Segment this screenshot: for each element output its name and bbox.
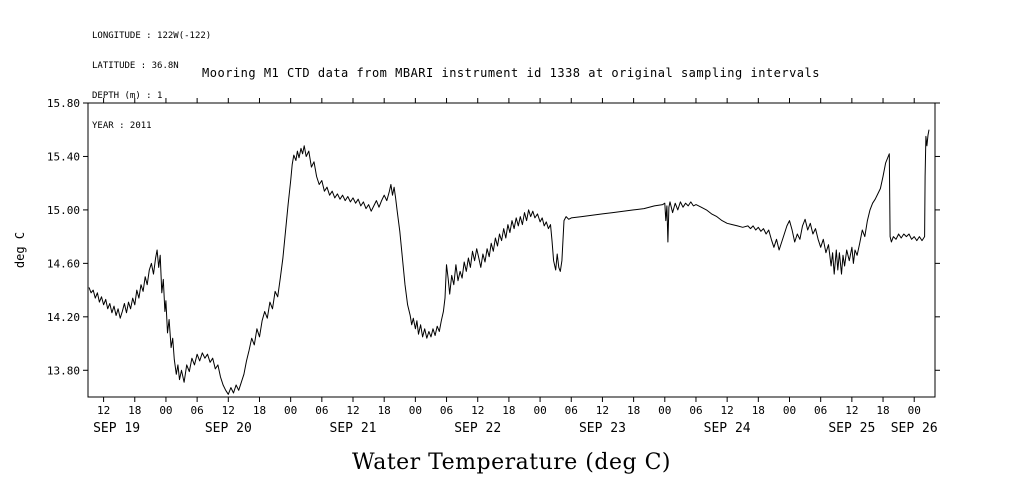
x-date-label: SEP 19 — [93, 421, 140, 436]
x-tick-label: 06 — [689, 404, 702, 417]
x-tick-label: 06 — [814, 404, 827, 417]
x-tick-label: 12 — [721, 404, 734, 417]
x-tick-label: 00 — [533, 404, 546, 417]
x-date-label: SEP 22 — [454, 421, 501, 436]
y-tick-label: 15.40 — [47, 150, 80, 163]
x-tick-label: 06 — [440, 404, 453, 417]
x-tick-label: 12 — [845, 404, 858, 417]
y-tick-label: 15.80 — [47, 97, 80, 110]
x-tick-label: 06 — [190, 404, 203, 417]
x-tick-label: 06 — [565, 404, 578, 417]
y-tick-label: 13.80 — [47, 364, 80, 377]
x-tick-label: 12 — [97, 404, 110, 417]
x-tick-label: 00 — [658, 404, 671, 417]
y-tick-label: 14.60 — [47, 257, 80, 270]
x-date-label: SEP 20 — [205, 421, 252, 436]
temperature-trace — [88, 129, 930, 395]
x-tick-label: 12 — [596, 404, 609, 417]
station-metadata: LONGITUDE : 122W(-122) LATITUDE : 36.8N … — [92, 11, 211, 151]
chart-title: Mooring M1 CTD data from MBARI instrumen… — [202, 66, 820, 80]
x-tick-label: 18 — [876, 404, 889, 417]
plot-box — [87, 102, 936, 398]
x-tick-label: 12 — [346, 404, 359, 417]
x-date-label: SEP 24 — [704, 421, 751, 436]
metadata-depth: DEPTH (m) : 1 — [92, 91, 163, 101]
x-date-label: SEP 25 — [828, 421, 875, 436]
x-date-label: SEP 26 — [891, 421, 938, 436]
x-tick-label: 00 — [409, 404, 422, 417]
metadata-year: YEAR : 2011 — [92, 121, 152, 131]
x-tick-label: 00 — [783, 404, 796, 417]
x-tick-label: 00 — [159, 404, 172, 417]
x-tick-label: 18 — [627, 404, 640, 417]
x-tick-label: 18 — [502, 404, 515, 417]
y-axis-label: deg C — [13, 232, 27, 268]
x-tick-label: 00 — [284, 404, 297, 417]
x-tick-label: 12 — [222, 404, 235, 417]
x-tick-label: 06 — [315, 404, 328, 417]
metadata-longitude: LONGITUDE : 122W(-122) — [92, 31, 212, 41]
figure-caption: Water Temperature (deg C) — [352, 450, 671, 475]
y-tick-label: 14.20 — [47, 311, 80, 324]
x-tick-label: 12 — [471, 404, 484, 417]
x-tick-label: 18 — [128, 404, 141, 417]
metadata-latitude: LATITUDE : 36.8N — [92, 61, 179, 71]
x-date-label: SEP 23 — [579, 421, 626, 436]
x-tick-label: 00 — [908, 404, 921, 417]
y-tick-label: 15.00 — [47, 204, 80, 217]
x-tick-label: 18 — [752, 404, 765, 417]
x-tick-label: 18 — [253, 404, 266, 417]
x-tick-label: 18 — [378, 404, 391, 417]
x-date-label: SEP 21 — [330, 421, 377, 436]
